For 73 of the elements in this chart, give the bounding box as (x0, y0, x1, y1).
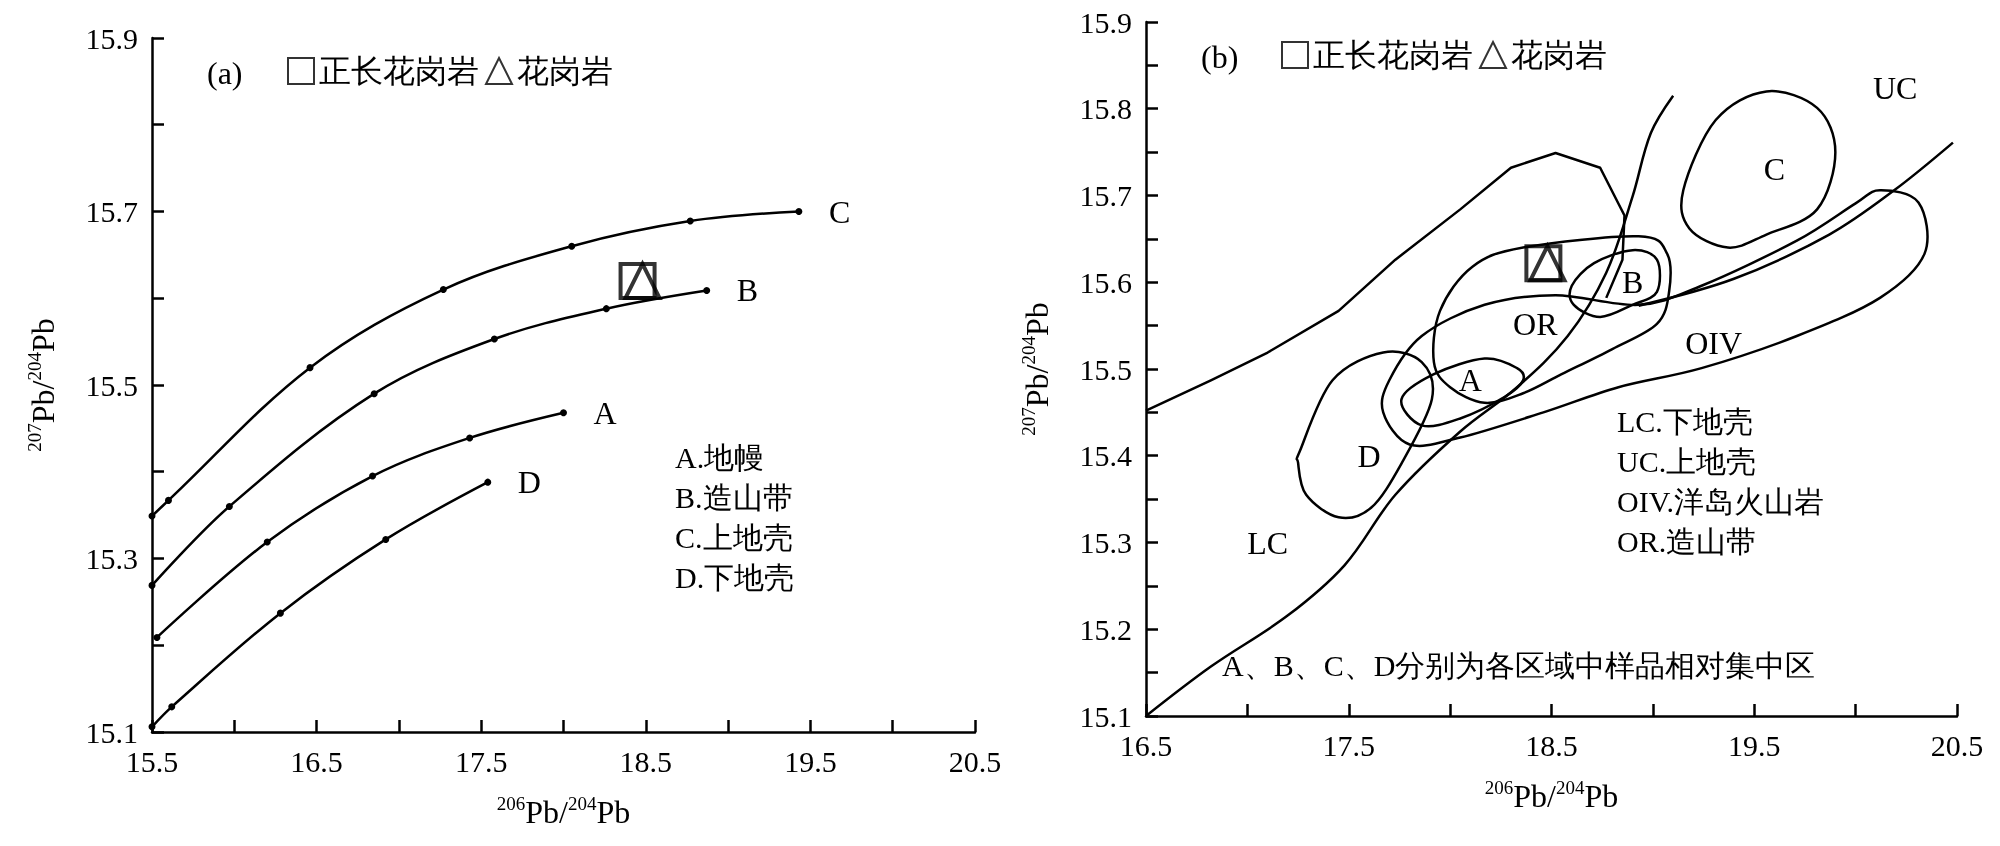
annotation: A.地幔 (675, 440, 765, 474)
annotation: D (1357, 437, 1381, 474)
legend-label: 正长花岗岩 (319, 53, 479, 89)
annotation: B.造山带 (675, 480, 793, 514)
text: (a) (207, 55, 243, 91)
x-tick-label: 19.5 (784, 744, 837, 778)
legend-label: 花岗岩 (517, 53, 613, 89)
point (153, 633, 161, 641)
y-tick-label: 15.3 (1079, 526, 1132, 559)
annotation: C.上地壳 (675, 520, 793, 554)
y-tick-label: 15.4 (1079, 439, 1132, 473)
point (439, 286, 447, 294)
series-label: B (736, 272, 759, 309)
point (560, 409, 567, 417)
point (466, 434, 474, 442)
y-tick-label: 15.8 (1079, 92, 1132, 126)
y-axis-title: 207Pb/204Pb (24, 318, 61, 452)
x-tick-label: 20.5 (948, 744, 1002, 778)
point (484, 478, 492, 486)
point (164, 496, 172, 504)
y-tick-label: 15.9 (85, 21, 138, 55)
x-tick-label: 17.5 (1322, 728, 1375, 762)
y-tick-label: 15.6 (1079, 265, 1132, 299)
point (795, 208, 803, 215)
point (276, 609, 284, 617)
y-axis-title: 207Pb/204Pb (1018, 302, 1055, 436)
legend-label: 花岗岩 (1511, 37, 1607, 73)
annotation: OIV (1685, 324, 1743, 361)
point (602, 305, 610, 313)
text: (b) (1201, 39, 1239, 75)
point (168, 703, 176, 711)
series-label: D (517, 464, 541, 501)
annotation: LC (1247, 524, 1289, 561)
annotation: OIV.洋岛火山岩 (1617, 484, 1824, 518)
annotation: C (1763, 151, 1786, 188)
y-tick-label: 15.5 (85, 368, 138, 402)
x-tick-label: 16.5 (290, 744, 343, 778)
x-tick-label: 20.5 (1930, 728, 1984, 762)
y-tick-label: 15.2 (1079, 612, 1132, 646)
y-tick-label: 15.7 (85, 195, 138, 228)
point (686, 217, 694, 225)
x-tick-label: 18.5 (619, 744, 673, 778)
annotation: UC.上地壳 (1617, 444, 1757, 478)
x-tick-label: 18.5 (1525, 728, 1578, 762)
point (622, 259, 663, 300)
point (568, 242, 576, 250)
annotation: B (1621, 264, 1644, 301)
point (148, 581, 156, 589)
point (490, 335, 498, 343)
legend-label: 正长花岗岩 (1313, 37, 1473, 73)
x-tick-label: 17.5 (454, 744, 508, 778)
annotation: A (1458, 362, 1482, 399)
point (370, 390, 378, 398)
point (225, 502, 233, 510)
point (703, 286, 711, 294)
series-label: A (593, 394, 617, 431)
series-label: C (828, 193, 851, 230)
point (263, 538, 271, 546)
point (306, 364, 314, 372)
annotation: LC.下地壳 (1617, 404, 1753, 438)
point (618, 261, 657, 300)
series-label: UC (1872, 69, 1918, 106)
y-tick-label: 15.7 (1079, 179, 1132, 212)
point (369, 472, 377, 480)
annotation: OR (1513, 305, 1559, 342)
y-tick-label: 15.3 (85, 542, 138, 575)
annotation: A、B、C、D分别为各区域中样品相对集中区 (1222, 648, 1816, 682)
annotation: OR.造山带 (1617, 524, 1757, 558)
y-tick-label: 15.9 (1079, 5, 1132, 39)
x-tick-label: 19.5 (1728, 728, 1781, 762)
point (382, 535, 390, 543)
annotation: D.下地壳 (675, 560, 795, 594)
y-tick-label: 15.5 (1079, 352, 1132, 386)
